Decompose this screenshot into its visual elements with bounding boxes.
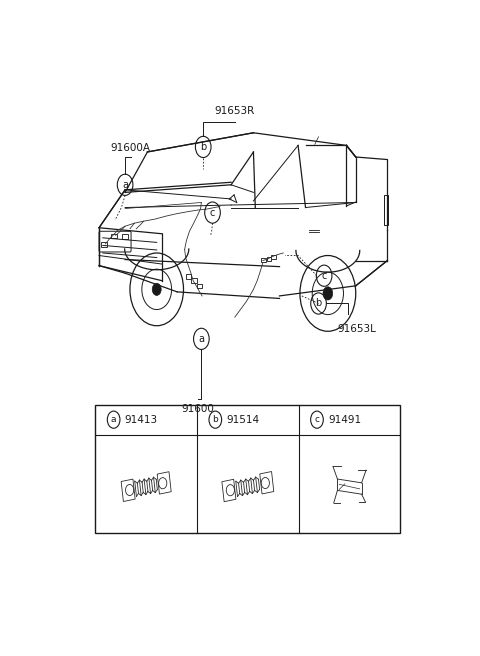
Bar: [186, 274, 191, 279]
Bar: [272, 255, 276, 258]
Text: 91600A: 91600A: [111, 143, 151, 153]
Bar: [267, 256, 272, 260]
Text: a: a: [122, 180, 128, 190]
Circle shape: [152, 283, 161, 295]
Bar: [122, 234, 128, 239]
Circle shape: [323, 287, 333, 300]
Bar: [262, 258, 266, 262]
Text: 91653R: 91653R: [215, 106, 255, 115]
Text: 91514: 91514: [227, 415, 260, 424]
Text: b: b: [200, 142, 206, 152]
Text: c: c: [314, 415, 320, 424]
Text: 91413: 91413: [125, 415, 158, 424]
Text: b: b: [315, 298, 322, 308]
Text: a: a: [111, 415, 116, 424]
Bar: [191, 279, 197, 283]
Text: 91491: 91491: [328, 415, 361, 424]
Bar: [111, 234, 117, 238]
Text: 91653L: 91653L: [337, 323, 376, 334]
Bar: [197, 283, 202, 288]
Bar: [96, 405, 400, 533]
Text: c: c: [210, 207, 215, 218]
Text: c: c: [322, 271, 327, 281]
Text: 91600: 91600: [181, 403, 214, 413]
Bar: [384, 195, 388, 225]
Bar: [100, 242, 107, 247]
Text: a: a: [198, 334, 204, 344]
Text: b: b: [213, 415, 218, 424]
